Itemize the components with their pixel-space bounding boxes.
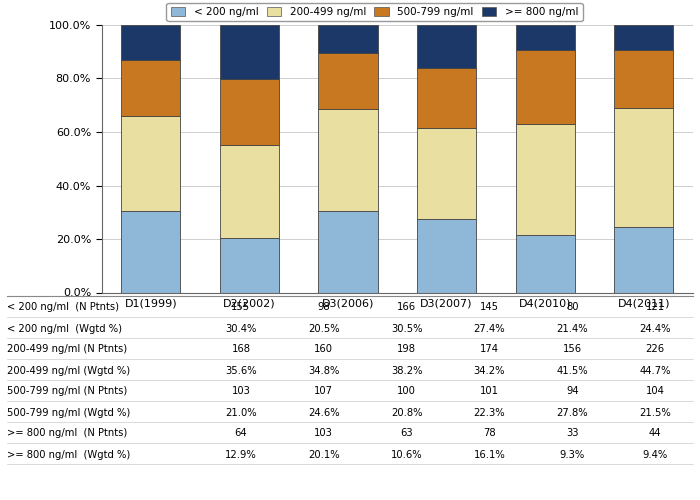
Text: 27.4%: 27.4% <box>474 324 505 334</box>
Text: 38.2%: 38.2% <box>391 366 422 376</box>
Bar <box>121 26 181 60</box>
Bar <box>318 24 377 53</box>
Bar <box>318 108 377 211</box>
Text: 64: 64 <box>234 428 247 438</box>
Text: 35.6%: 35.6% <box>225 366 257 376</box>
Text: 168: 168 <box>232 344 251 354</box>
Bar <box>417 68 476 128</box>
Text: 156: 156 <box>563 344 582 354</box>
Bar <box>515 25 575 50</box>
Text: 145: 145 <box>480 302 499 312</box>
Text: 44.7%: 44.7% <box>639 366 671 376</box>
Text: 63: 63 <box>400 428 413 438</box>
Text: 107: 107 <box>314 386 333 396</box>
Text: 27.8%: 27.8% <box>556 408 588 418</box>
Bar <box>417 128 476 219</box>
Text: 100: 100 <box>397 386 416 396</box>
Bar <box>614 108 673 227</box>
Bar <box>515 50 575 124</box>
Text: 22.3%: 22.3% <box>474 408 505 418</box>
Text: 21.0%: 21.0% <box>225 408 257 418</box>
Text: 34.2%: 34.2% <box>474 366 505 376</box>
Bar <box>220 144 279 238</box>
Text: 200-499 ng/ml (N Ptnts): 200-499 ng/ml (N Ptnts) <box>7 344 127 354</box>
Text: >= 800 ng/ml  (N Ptnts): >= 800 ng/ml (N Ptnts) <box>7 428 127 438</box>
Bar <box>417 219 476 292</box>
Text: 44: 44 <box>649 428 661 438</box>
Text: 16.1%: 16.1% <box>473 450 505 460</box>
Text: 30.5%: 30.5% <box>391 324 422 334</box>
Bar <box>121 60 181 116</box>
Text: 500-799 ng/ml (Wgtd %): 500-799 ng/ml (Wgtd %) <box>7 408 130 418</box>
Text: 41.5%: 41.5% <box>556 366 588 376</box>
Text: 94: 94 <box>566 386 579 396</box>
Text: 226: 226 <box>645 344 664 354</box>
Text: 21.4%: 21.4% <box>556 324 588 334</box>
Text: 21.5%: 21.5% <box>639 408 671 418</box>
Bar <box>614 25 673 50</box>
Text: 24.4%: 24.4% <box>639 324 671 334</box>
Text: 198: 198 <box>397 344 416 354</box>
Bar <box>121 116 181 211</box>
Text: 500-799 ng/ml (N Ptnts): 500-799 ng/ml (N Ptnts) <box>7 386 127 396</box>
Text: 121: 121 <box>645 302 664 312</box>
Bar <box>515 236 575 292</box>
Text: 101: 101 <box>480 386 499 396</box>
Text: 30.4%: 30.4% <box>225 324 257 334</box>
Text: 103: 103 <box>232 386 251 396</box>
Bar <box>220 79 279 144</box>
Text: 174: 174 <box>480 344 499 354</box>
Text: 10.6%: 10.6% <box>391 450 422 460</box>
Bar <box>220 25 279 79</box>
Legend: < 200 ng/ml, 200-499 ng/ml, 500-799 ng/ml, >= 800 ng/ml: < 200 ng/ml, 200-499 ng/ml, 500-799 ng/m… <box>167 2 582 21</box>
Text: 34.8%: 34.8% <box>308 366 340 376</box>
Text: >= 800 ng/ml  (Wgtd %): >= 800 ng/ml (Wgtd %) <box>7 450 130 460</box>
Bar <box>220 238 279 292</box>
Bar <box>121 211 181 292</box>
Bar <box>515 124 575 236</box>
Text: 98: 98 <box>317 302 330 312</box>
Text: 20.5%: 20.5% <box>308 324 340 334</box>
Text: < 200 ng/ml  (N Ptnts): < 200 ng/ml (N Ptnts) <box>7 302 119 312</box>
Bar <box>318 53 377 108</box>
Bar <box>614 227 673 292</box>
Text: 155: 155 <box>232 302 251 312</box>
Text: 103: 103 <box>314 428 333 438</box>
Text: 20.1%: 20.1% <box>308 450 340 460</box>
Bar <box>318 211 377 292</box>
Text: 9.3%: 9.3% <box>559 450 585 460</box>
Text: 9.4%: 9.4% <box>643 450 668 460</box>
Bar <box>614 50 673 108</box>
Text: 24.6%: 24.6% <box>308 408 340 418</box>
Text: 80: 80 <box>566 302 578 312</box>
Text: 166: 166 <box>397 302 416 312</box>
Text: 104: 104 <box>645 386 664 396</box>
Text: 33: 33 <box>566 428 578 438</box>
Text: 78: 78 <box>483 428 496 438</box>
Text: 200-499 ng/ml (Wgtd %): 200-499 ng/ml (Wgtd %) <box>7 366 130 376</box>
Text: 12.9%: 12.9% <box>225 450 257 460</box>
Text: 20.8%: 20.8% <box>391 408 422 418</box>
Bar <box>417 25 476 68</box>
Text: 160: 160 <box>314 344 333 354</box>
Text: < 200 ng/ml  (Wgtd %): < 200 ng/ml (Wgtd %) <box>7 324 122 334</box>
